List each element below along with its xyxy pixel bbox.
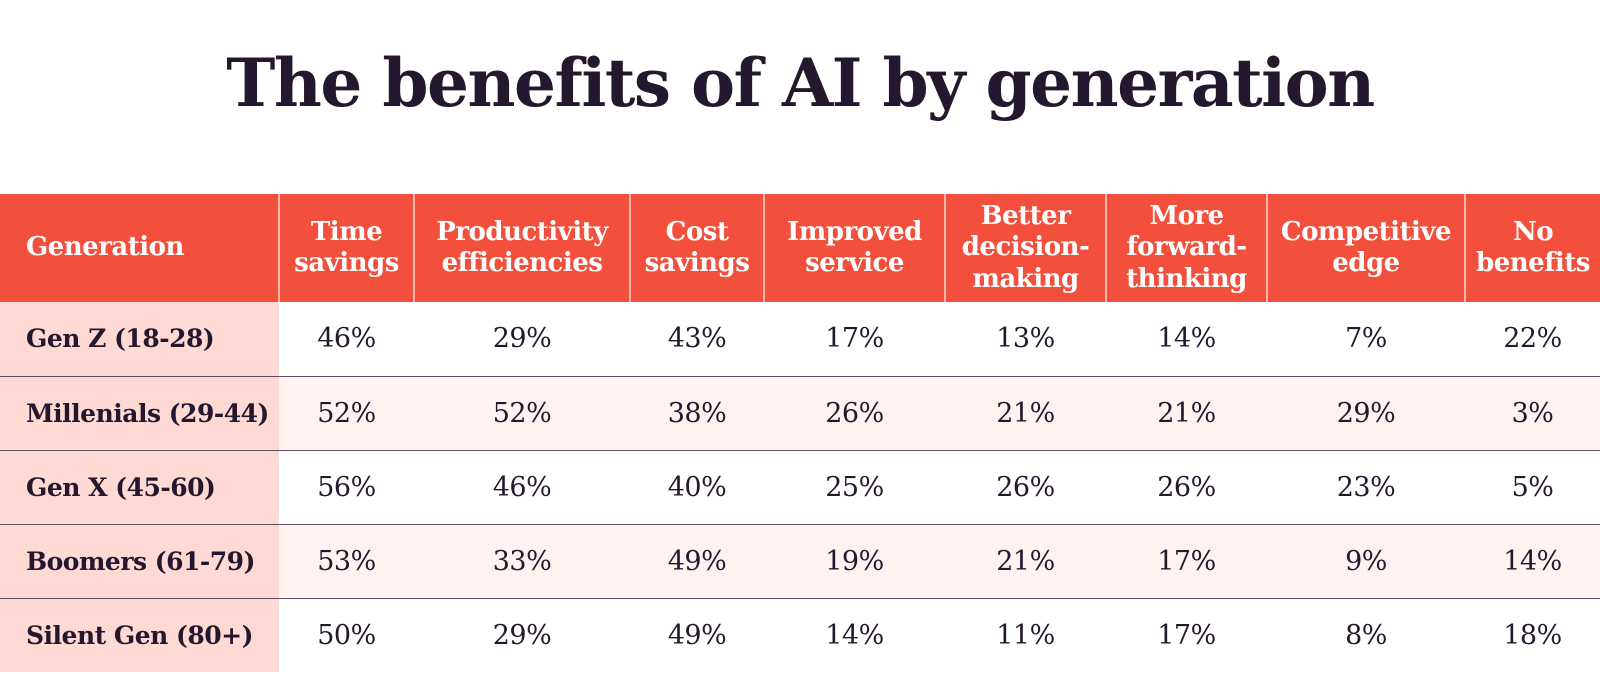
value-cell: 56% xyxy=(279,449,414,524)
value-cell: 25% xyxy=(764,449,945,524)
value-cell: 19% xyxy=(764,523,945,598)
column-header-line: benefits xyxy=(1476,248,1590,278)
table-row: Gen X (45-60) 56% 46% 40% 25% 26% 26% 23% 5% xyxy=(0,449,1600,524)
table-row: Silent Gen (80+) 50% 29% 49% 14% 11% 17% 8% 18% xyxy=(0,597,1600,672)
value-cell: 29% xyxy=(1267,375,1465,450)
value-cell: 26% xyxy=(1106,449,1267,524)
column-header-line: savings xyxy=(294,248,399,278)
column-header: Better decision-making xyxy=(944,194,1106,302)
value-cell: 23% xyxy=(1267,449,1465,524)
value-cell: 18% xyxy=(1465,597,1600,672)
value-cell: 5% xyxy=(1465,449,1600,524)
column-header-line: Productivity xyxy=(436,216,608,247)
value-cell: 14% xyxy=(1465,523,1600,598)
column-header-line: making xyxy=(972,263,1079,294)
page-title: The benefits of AI by generation xyxy=(226,44,1375,122)
value-cell: 49% xyxy=(630,597,764,672)
column-header: No benefits xyxy=(1464,194,1600,302)
header-row: Generation Time savings Productivity efficie… xyxy=(0,194,1600,302)
column-header: Time savings xyxy=(278,194,414,302)
value-cell: 9% xyxy=(1267,523,1465,598)
value-cell: 7% xyxy=(1345,323,1387,355)
generation-cell: Millenials (29-44) xyxy=(0,375,279,450)
value-cell: 53% xyxy=(279,523,414,598)
generation-cell: Boomers (61-79) xyxy=(0,523,279,598)
table-row: Millenials (29-44) 52% 52% 38% 26% 21% 21% 29% 3… xyxy=(0,375,1600,450)
generation-cell: Gen X (45-60) xyxy=(0,449,279,524)
column-header: Productivity efficiencies xyxy=(413,194,630,302)
value-cell: 17% xyxy=(1106,523,1267,598)
value-cell: 46% xyxy=(414,449,630,524)
column-header: Generation xyxy=(0,194,279,302)
column-header-line: efficiencies xyxy=(441,248,603,278)
column-header: More forward-thinking xyxy=(1105,194,1267,302)
benefits-table: Generation Time savings Productivity efficie… xyxy=(0,194,1600,672)
table-row: Boomers (61-79) 53% 33% 49% 19% 21% 17% 9% 14% xyxy=(0,523,1600,598)
table-body: Gen Z (18-28) 46% 29% 43% 17% 13% 14% 7% 22% Mill… xyxy=(0,302,1600,672)
value-cell: 14% xyxy=(1157,323,1216,355)
value-cell: 26% xyxy=(945,449,1106,524)
column-header-line: thinking xyxy=(1126,263,1247,294)
value-cell: 38% xyxy=(630,375,764,450)
column-header-line: savings xyxy=(644,248,750,278)
value-cell: 17% xyxy=(1106,597,1267,672)
value-cell: 33% xyxy=(414,523,630,598)
value-cell: 14% xyxy=(764,597,945,672)
value-cell: 21% xyxy=(945,375,1106,450)
generation-cell: Silent Gen (80+) xyxy=(0,597,279,672)
value-cell: 13% xyxy=(996,323,1055,355)
column-header-line: Cost xyxy=(665,216,729,247)
value-cell: 21% xyxy=(945,523,1106,598)
column-header: Competitive edge xyxy=(1266,194,1465,302)
column-header-line: Generation xyxy=(26,232,184,263)
value-cell: 43% xyxy=(667,323,727,355)
table-header: Generation Time savings Productivity efficie… xyxy=(0,194,1600,302)
column-header-line: Improved xyxy=(787,216,922,247)
column-header-line: decision- xyxy=(961,232,1090,263)
value-cell: 29% xyxy=(492,323,552,355)
value-cell: 40% xyxy=(630,449,764,524)
column-header-line: forward- xyxy=(1126,232,1247,263)
value-cell: 22% xyxy=(1503,323,1562,355)
column-header-line: edge xyxy=(1332,248,1400,278)
column-header-line: Time xyxy=(310,216,383,247)
value-cell: 21% xyxy=(1106,375,1267,450)
column-header-line: More xyxy=(1149,201,1224,232)
value-cell: 46% xyxy=(317,323,376,355)
column-header: Improved service xyxy=(763,194,945,302)
value-cell: 11% xyxy=(945,597,1106,672)
table-row: Gen Z (18-28) 46% 29% 43% 17% 13% 14% 7% 22% xyxy=(0,302,1600,376)
value-cell: 50% xyxy=(279,597,414,672)
column-header-line: Competitive xyxy=(1280,216,1452,247)
value-cell: 17% xyxy=(825,323,884,355)
value-cell: 49% xyxy=(630,523,764,598)
generation-cell: Gen Z (18-28) xyxy=(0,302,279,376)
value-cell: 52% xyxy=(279,375,414,450)
value-cell: 29% xyxy=(414,597,630,672)
column-header-line: Better xyxy=(980,201,1071,232)
value-cell: 52% xyxy=(414,375,630,450)
column-header: Cost savings xyxy=(629,194,764,302)
value-cell: 8% xyxy=(1267,597,1465,672)
column-header-line: No xyxy=(1512,216,1554,247)
column-header-line: service xyxy=(805,248,904,278)
value-cell: 26% xyxy=(764,375,945,450)
value-cell: 3% xyxy=(1465,375,1600,450)
